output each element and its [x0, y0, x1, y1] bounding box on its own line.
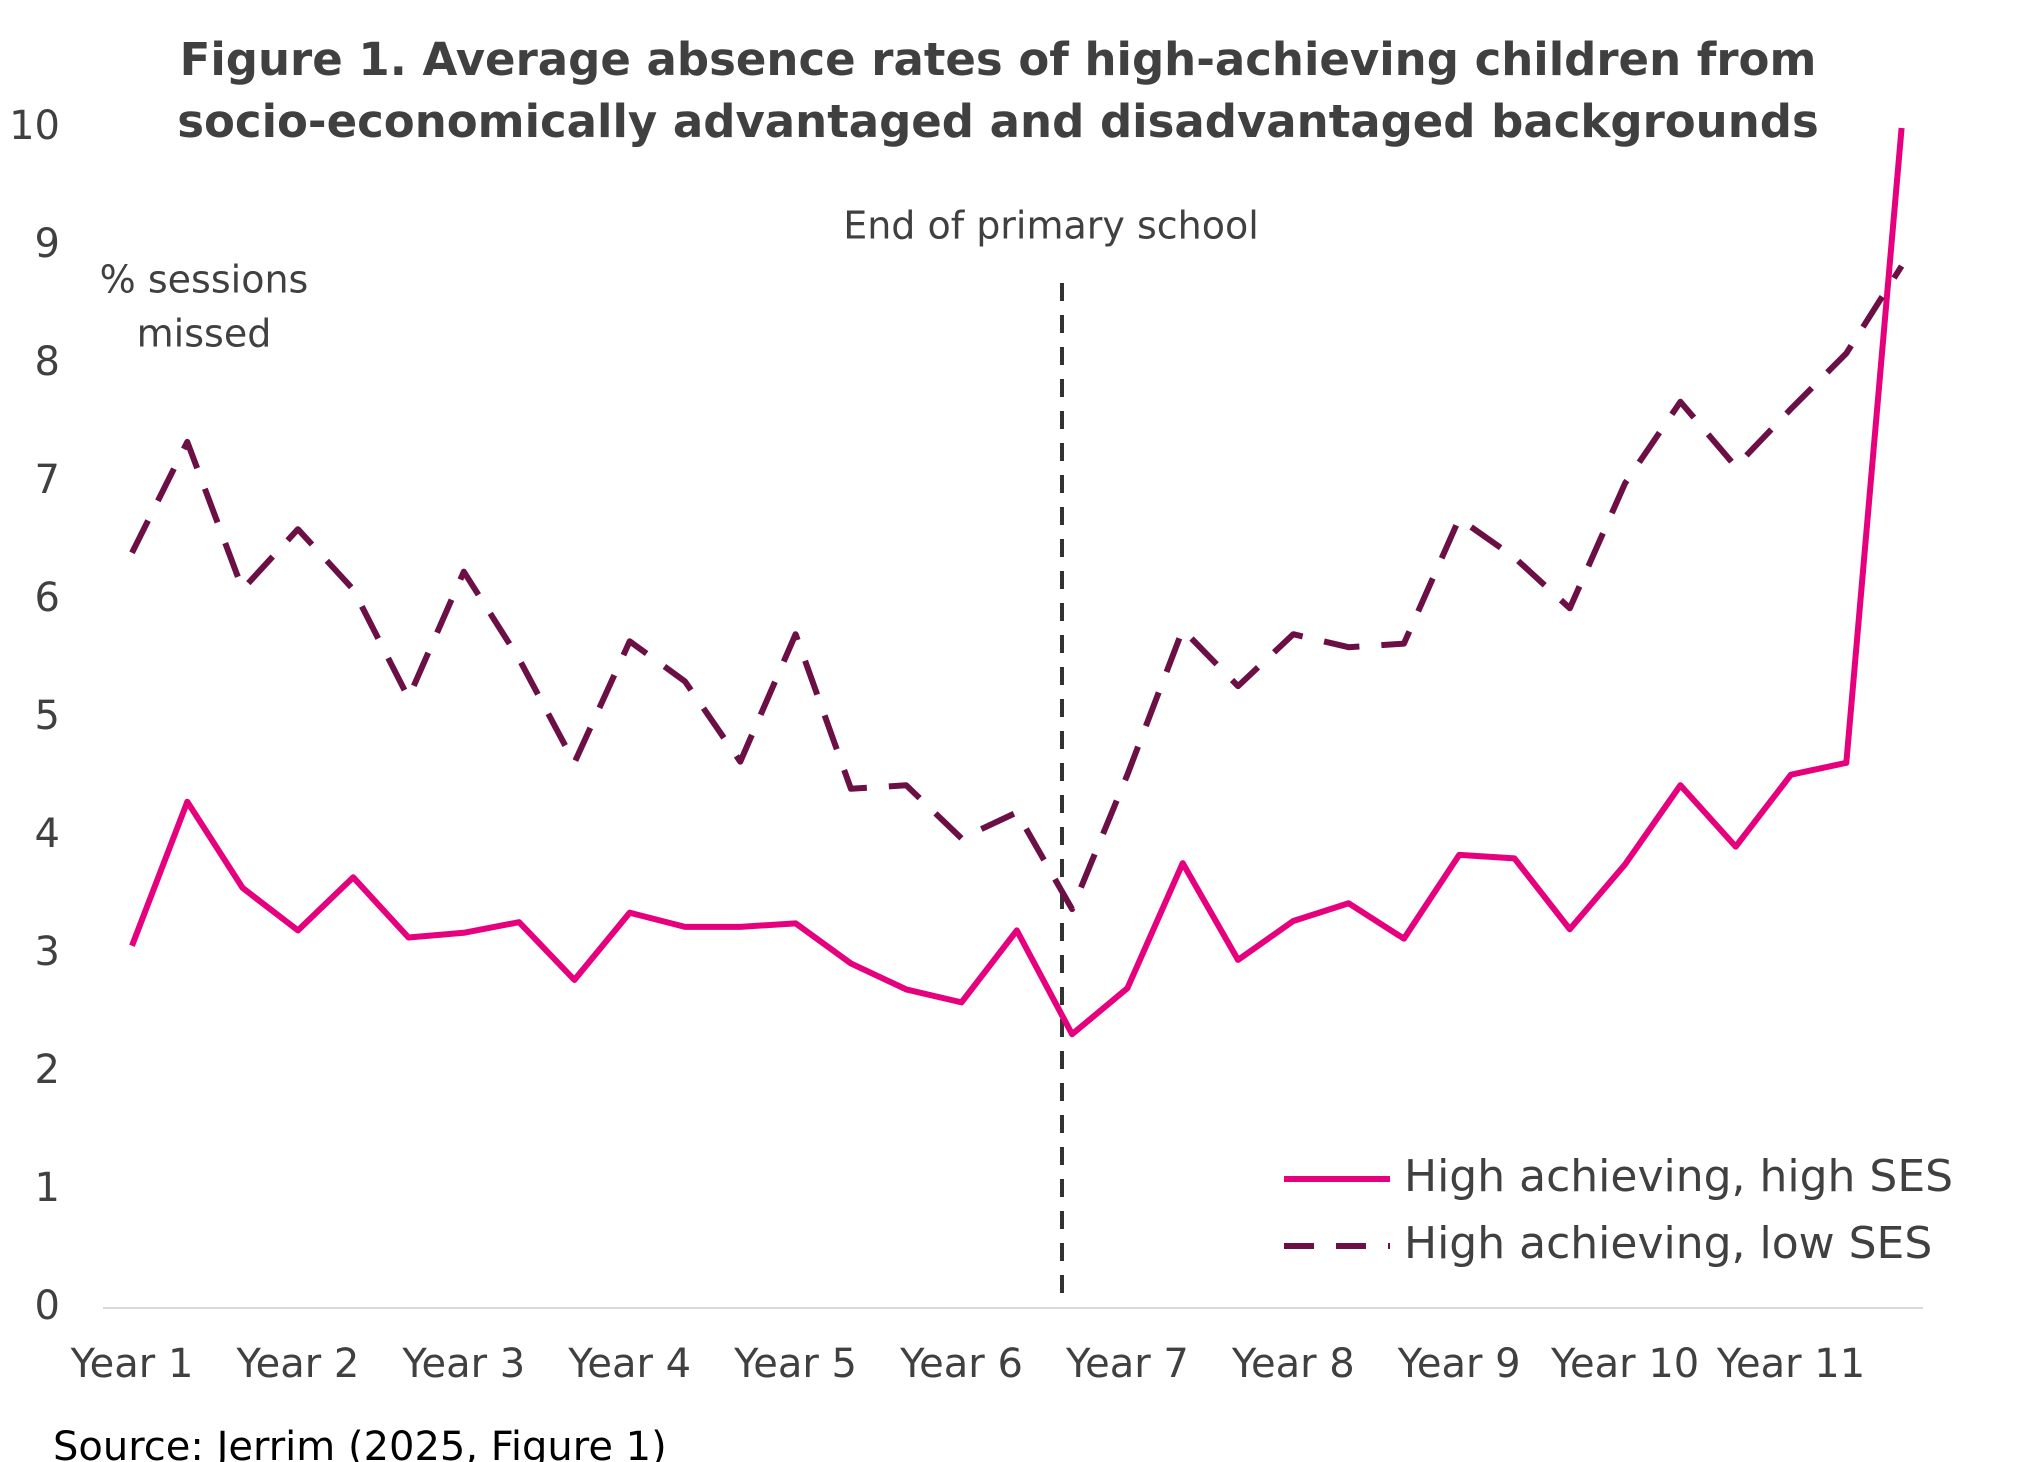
legend-label: High achieving, low SES — [1404, 1218, 1932, 1269]
y-tick-label: 1 — [35, 1165, 60, 1211]
y-tick-label: 9 — [35, 221, 60, 267]
x-tick-label: Year 10 — [1550, 1341, 1699, 1387]
x-tick-label: Year 7 — [1065, 1341, 1189, 1387]
chart-title: socio-economically advantaged and disadv… — [177, 95, 1819, 148]
y-axis-label: missed — [137, 312, 272, 356]
source: Source: Jerrim (2025, Figure 1) — [53, 1424, 667, 1462]
y-tick-label: 7 — [35, 457, 60, 503]
y-tick-label: 8 — [35, 339, 60, 385]
y-tick-label: 3 — [35, 929, 60, 975]
x-tick-label: Year 11 — [1716, 1341, 1865, 1387]
chart-title: Figure 1. Average absence rates of high-… — [180, 33, 1817, 86]
series-line — [129, 264, 1905, 913]
y-tick-label: 4 — [35, 811, 60, 857]
y-tick-label: 5 — [35, 693, 60, 739]
x-tick-label: Year 9 — [1397, 1341, 1521, 1387]
y-axis-label: % sessions — [100, 258, 309, 302]
x-tick-label: Year 1 — [70, 1341, 194, 1387]
legend-label: High achieving, high SES — [1404, 1151, 1953, 1202]
series-line — [129, 127, 1905, 1038]
x-tick-label: Year 2 — [235, 1341, 359, 1387]
y-tick-label: 0 — [35, 1283, 60, 1329]
y-tick-label: 2 — [35, 1047, 60, 1093]
x-tick-label: Year 4 — [567, 1341, 691, 1387]
x-tick-label: Year 8 — [1231, 1341, 1355, 1387]
y-tick-label: 6 — [35, 575, 60, 621]
x-tick-label: Year 6 — [899, 1341, 1023, 1387]
x-tick-label: Year 5 — [733, 1341, 857, 1387]
annotation: End of primary school — [843, 204, 1259, 248]
y-tick-label: 10 — [9, 103, 60, 149]
x-tick-label: Year 3 — [401, 1341, 525, 1387]
